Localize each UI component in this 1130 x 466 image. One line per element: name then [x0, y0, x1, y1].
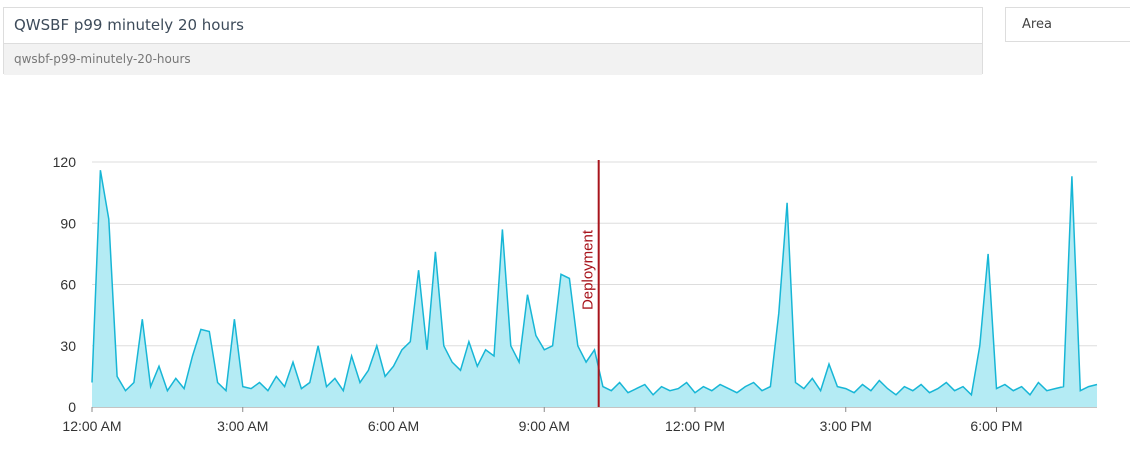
x-tick-label: 6:00 PM [970, 418, 1022, 434]
title-input[interactable]: QWSBF p99 minutely 20 hours [4, 8, 982, 44]
y-tick-label: 30 [60, 338, 76, 354]
y-tick-label: 60 [60, 277, 76, 293]
x-tick-label: 12:00 PM [665, 418, 725, 434]
annotation-label: Deployment [580, 229, 597, 310]
area [92, 170, 1097, 407]
y-tick-label: 90 [60, 215, 76, 231]
y-tick-label: 0 [68, 399, 76, 415]
line [91, 170, 1098, 397]
x-tick-label: 12:00 AM [62, 418, 121, 434]
x-tick-label: 3:00 AM [217, 418, 268, 434]
slug-field: qwsbf-p99-minutely-20-hours [4, 44, 982, 75]
y-tick-label: 120 [53, 154, 77, 170]
x-tick-label: 3:00 PM [820, 418, 872, 434]
chart-type-dropdown[interactable]: Area [1005, 7, 1130, 42]
chart: 0 30 60 90 120 12:00 AM 3:00 AM 6:00 AM 9:00 AM 1… [53, 154, 1098, 434]
name-field: QWSBF p99 minutely 20 hours qwsbf-p99-mi… [3, 7, 983, 75]
x-tick-label: 9:00 AM [519, 418, 570, 434]
x-tick-label: 6:00 AM [368, 418, 419, 434]
